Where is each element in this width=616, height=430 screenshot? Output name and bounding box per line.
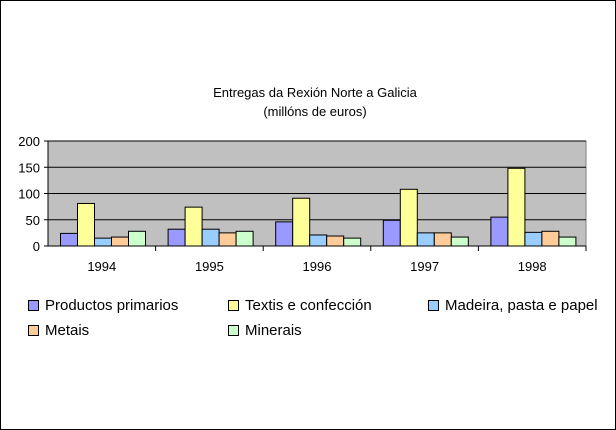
legend-swatch (228, 325, 239, 336)
bar (275, 221, 294, 247)
bar (201, 228, 220, 247)
bar (77, 202, 95, 247)
bar (184, 206, 203, 247)
y-tick-label: 0 (33, 239, 40, 254)
x-tick-label: 1996 (303, 259, 332, 274)
x-tick-label: 1994 (87, 259, 116, 274)
bar (541, 230, 560, 247)
bar (450, 236, 469, 247)
legend-label: Textis e confección (245, 297, 372, 314)
y-tick-label: 200 (18, 134, 40, 149)
bar (292, 197, 311, 247)
legend-label: Productos primarios (45, 297, 179, 314)
bar (326, 235, 345, 247)
x-tick-label: 1998 (518, 259, 547, 274)
legend-swatch (28, 325, 39, 336)
chart-subtitle: (millóns de euros) (263, 104, 367, 119)
bar (111, 236, 129, 247)
legend-item: Metais (28, 322, 89, 339)
legend-swatch (428, 300, 439, 311)
bar (167, 228, 186, 247)
legend-swatch (28, 300, 39, 311)
y-tick-label: 100 (18, 187, 40, 202)
bar (490, 216, 509, 247)
legend-item: Productos primarios (28, 297, 178, 314)
y-tick-label: 50 (26, 213, 40, 228)
bar (60, 232, 78, 247)
bar (94, 237, 112, 247)
bar (309, 234, 328, 247)
x-tick-label: 1995 (195, 259, 224, 274)
bar (382, 219, 401, 247)
bar (507, 167, 526, 247)
legend-swatch (228, 300, 239, 311)
legend-label: Madeira, pasta e papel (445, 297, 598, 314)
bar (558, 236, 577, 247)
y-tick-label: 150 (18, 160, 40, 175)
bar (235, 230, 254, 247)
bar (524, 231, 543, 247)
bar (128, 230, 146, 247)
chart-title: Entregas da Rexión Norte a Galicia (213, 85, 417, 100)
bar (416, 232, 435, 247)
bar (433, 232, 452, 247)
legend-label: Minerais (245, 322, 302, 339)
legend-item: Textis e confección (228, 297, 372, 314)
bar (218, 232, 237, 247)
legend-item: Minerais (228, 322, 302, 339)
legend-item: Madeira, pasta e papel (428, 297, 598, 314)
x-tick-label: 1997 (410, 259, 439, 274)
bar (399, 188, 418, 247)
legend-label: Metais (45, 322, 90, 339)
bar (343, 237, 362, 247)
